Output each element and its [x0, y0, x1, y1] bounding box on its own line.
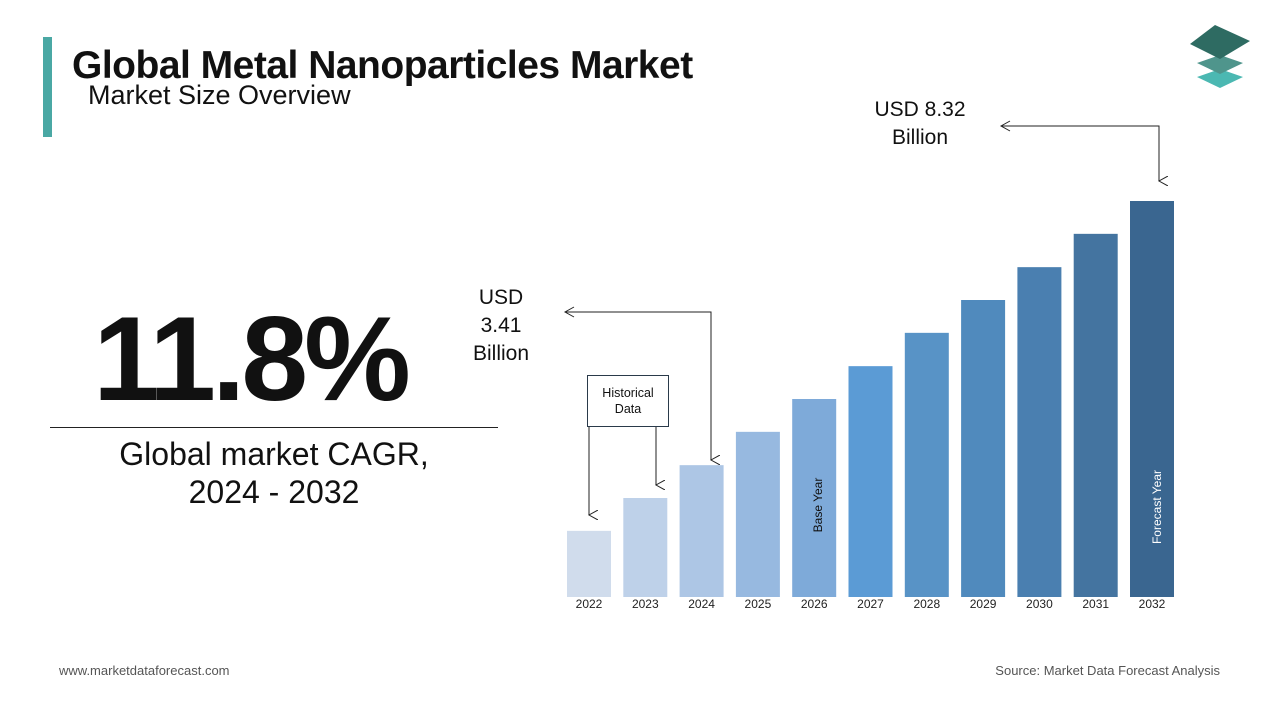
- page-subtitle: Market Size Overview: [88, 80, 351, 110]
- historical-label-2: Data: [614, 402, 642, 416]
- page-title: Global Metal Nanoparticles Market: [72, 44, 693, 87]
- x-tick-label: 2022: [576, 597, 603, 611]
- logo-icon: [1190, 25, 1250, 88]
- bar-2028: [904, 332, 949, 597]
- historical-data-box: Historical Data: [587, 375, 669, 427]
- start-value-annotation: USD 3.41 Billion: [462, 284, 540, 368]
- end-value-unit: Billion: [891, 126, 949, 149]
- x-tick-label: 2030: [1026, 597, 1053, 611]
- x-tick-label: 2024: [688, 597, 715, 611]
- end-value-number: USD 8.32: [874, 98, 966, 121]
- base-year-label: Base Year: [811, 477, 825, 533]
- x-tick-label: 2025: [745, 597, 772, 611]
- cagr-value: 11.8%: [93, 292, 411, 426]
- forecast-year-label: Forecast Year: [1150, 469, 1164, 545]
- source-note: Source: Market Data Forecast Analysis: [995, 663, 1220, 678]
- x-tick-label: 2026: [801, 597, 828, 611]
- bar-2029: [961, 300, 1006, 597]
- bar-2023: [623, 498, 668, 597]
- start-value-unit: Billion: [472, 342, 530, 365]
- cagr-label-line1: Global market CAGR,: [119, 436, 429, 472]
- start-value-number: 3.41: [480, 314, 522, 337]
- end-value-arrow: [1002, 125, 1159, 181]
- x-tick-label: 2028: [913, 597, 940, 611]
- x-tick-label: 2027: [857, 597, 884, 611]
- bar-2032: [1130, 201, 1174, 597]
- bar-2027: [848, 366, 893, 597]
- bar-2031: [1073, 233, 1118, 597]
- bar-2025: [735, 431, 780, 597]
- start-arrow-head: [563, 306, 575, 318]
- historical-label-1: Historical: [602, 386, 654, 400]
- x-tick-label: 2023: [632, 597, 659, 611]
- x-tick-label: 2032: [1139, 597, 1166, 611]
- start-value-arrow: [566, 311, 711, 460]
- bar-2024: [679, 465, 724, 597]
- bar-2030: [1017, 267, 1062, 597]
- x-tick-label: 2029: [970, 597, 997, 611]
- divider: [50, 427, 498, 428]
- website-link[interactable]: www.marketdataforecast.com: [59, 663, 230, 678]
- start-value-currency: USD: [478, 286, 524, 309]
- end-arrow-head: [999, 120, 1011, 132]
- end-value-annotation: USD 8.32 Billion: [850, 96, 990, 152]
- x-tick-label: 2031: [1082, 597, 1109, 611]
- accent-bar: [43, 37, 52, 137]
- bar-2022: [567, 530, 611, 597]
- cagr-label: Global market CAGR, 2024 - 2032: [50, 435, 498, 511]
- cagr-label-line2: 2024 - 2032: [188, 474, 360, 510]
- bar-2026: [792, 399, 837, 597]
